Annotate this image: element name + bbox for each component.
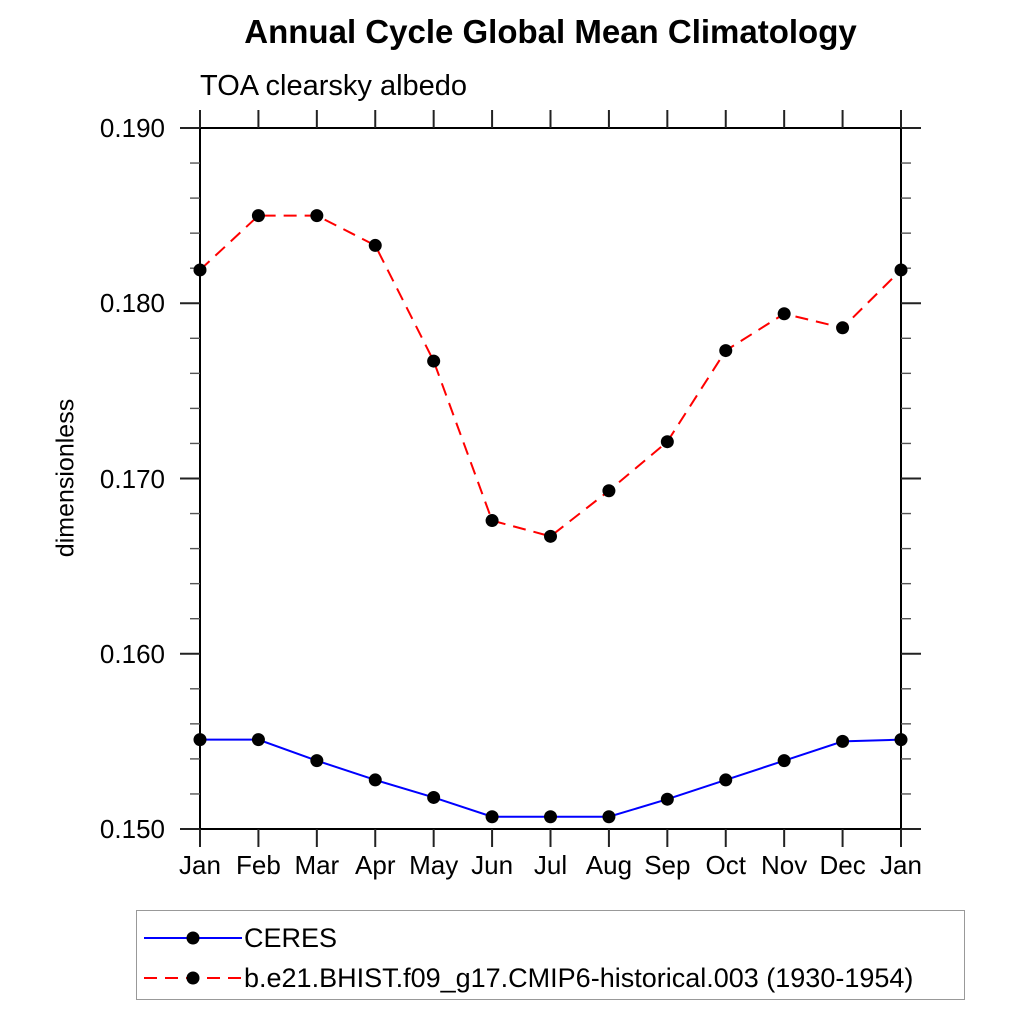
plot-frame [199, 127, 902, 830]
legend-box: CERES b.e21.BHIST.f09_g17.CMIP6-historic… [136, 910, 965, 1000]
x-tick-label: Mar [294, 850, 340, 880]
series-line-ceres [200, 738, 902, 818]
x-tick-label: Jan [880, 850, 922, 880]
chart-subtitle: TOA clearsky albedo [200, 70, 468, 102]
y-tick-label: 0.160 [99, 638, 165, 669]
y-tick-label: 0.190 [99, 113, 165, 143]
x-tick-label: Aug [585, 850, 633, 880]
x-tick-label: Jul [533, 850, 568, 880]
y-tick-label: 0.180 [99, 288, 165, 319]
axis-minor-ticks [190, 162, 911, 795]
x-tick-label: Oct [705, 850, 746, 880]
x-tick-label: Nov [761, 850, 808, 880]
legend-line-dashed-icon [144, 971, 242, 985]
series-markers-model [193, 209, 908, 543]
legend-entry-model: b.e21.BHIST.f09_g17.CMIP6-historical.003… [142, 964, 913, 992]
chart-title: Annual Cycle Global Mean Climatology [244, 13, 857, 50]
x-tick-label: Jun [471, 850, 514, 880]
y-tick-label: 0.150 [99, 814, 165, 844]
series-line-model [199, 214, 902, 538]
x-tick-label: Apr [355, 850, 396, 880]
x-tick-label: Jan [179, 850, 221, 880]
series-markers-ceres [193, 733, 908, 824]
x-tick-label: Dec [819, 850, 866, 880]
y-tick-label: 0.170 [99, 463, 165, 494]
legend-label: b.e21.BHIST.f09_g17.CMIP6-historical.003… [244, 963, 914, 993]
legend-line-solid-icon [144, 931, 242, 945]
legend-label: CERES [244, 923, 338, 953]
x-tick-label: May [409, 850, 459, 880]
axis-ticks [180, 110, 921, 847]
x-tick-label: Sep [644, 850, 691, 880]
x-tick-label: Feb [236, 850, 281, 880]
legend-entry-ceres: CERES [142, 924, 337, 952]
